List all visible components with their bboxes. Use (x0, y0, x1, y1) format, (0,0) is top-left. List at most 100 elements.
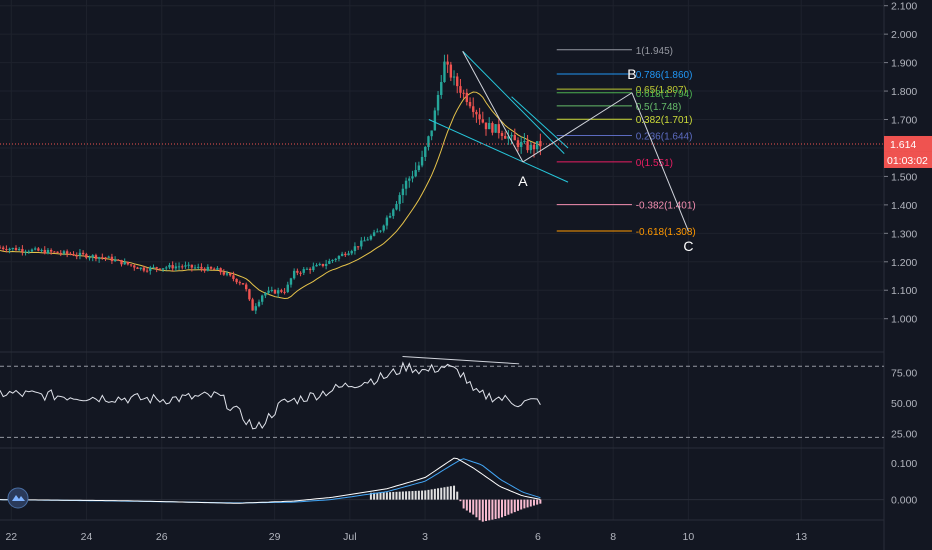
candle-body (401, 188, 405, 196)
candle-body (363, 240, 366, 242)
macd-histogram-bar (462, 499, 465, 509)
candle-body (350, 251, 353, 254)
candle-body (334, 258, 337, 260)
candle-body (17, 248, 21, 251)
candle-body (289, 278, 293, 285)
macd-histogram-bar (488, 499, 491, 521)
macd-histogram-bar (417, 490, 420, 500)
macd-tick-label: 0.100 (891, 458, 917, 470)
candle-body (197, 266, 200, 268)
time-tick-label: 26 (156, 531, 168, 543)
candle-body (481, 119, 485, 123)
wedge-lower-line[interactable] (428, 119, 569, 183)
macd-histogram-bar (532, 499, 535, 506)
candle-body (139, 267, 142, 269)
candle-body (11, 247, 14, 249)
candle-body (488, 123, 491, 130)
candle-body (155, 267, 158, 269)
macd-histogram-bar (459, 499, 462, 502)
projection-label-b: B (627, 66, 636, 82)
macd-histogram-bar (421, 490, 424, 500)
tradingview-logo-icon[interactable] (7, 487, 29, 509)
candle-body (424, 146, 427, 157)
candle-body (529, 144, 532, 151)
candle-body (174, 266, 178, 269)
drawings[interactable]: A B C (428, 50, 694, 254)
time-axis[interactable]: 22 24 26 29 Jul 3 6 8 10 13 (5, 531, 807, 543)
candle-body (331, 259, 334, 261)
rsi-line (0, 361, 541, 430)
projection-label-c: C (683, 238, 693, 254)
macd-histogram-bar (427, 489, 430, 500)
candle-body (440, 82, 443, 95)
time-tick-label: 29 (269, 531, 281, 543)
candle-body (449, 64, 453, 78)
candle-body (283, 291, 286, 293)
candle-body (8, 248, 11, 251)
candle-body (120, 259, 123, 265)
candle-body (484, 122, 488, 130)
price-axis[interactable]: 1.0001.1001.2001.3001.4001.5001.6001.700… (884, 1, 917, 507)
candle-body (213, 268, 216, 270)
candle-body (5, 249, 8, 251)
macd-histogram-bar (520, 499, 523, 510)
candle-body (414, 170, 417, 177)
price-tick-label: 1.500 (891, 171, 917, 183)
drawing-line-peak-a[interactable] (462, 50, 524, 163)
candles (0, 54, 542, 315)
candle-body (219, 268, 222, 273)
fib-level-label: 0.382(1.701) (636, 115, 693, 126)
candle-body (321, 263, 325, 266)
candle-body (75, 255, 78, 257)
fib-level-label: -0.618(1.308) (636, 227, 696, 238)
candle-body (30, 249, 34, 252)
macd-histogram-bar (539, 499, 542, 504)
drawing-line-a-b[interactable] (522, 92, 633, 163)
fibonacci-levels[interactable]: 1(1.945) 0.786(1.860) 0.65(1.807)0.618(1.7… (556, 46, 696, 238)
candle-body (177, 266, 181, 268)
candle-body (209, 266, 213, 269)
candle-body (398, 195, 401, 204)
drawing-line-b-c[interactable] (631, 92, 689, 232)
macd-histogram-bar (510, 499, 513, 514)
time-tick-label: 13 (795, 531, 807, 543)
candle-body (206, 266, 210, 271)
macd-histogram-bar (389, 492, 392, 500)
candle-body (1, 247, 5, 250)
candle-body (161, 268, 165, 270)
candle-body (181, 266, 184, 268)
candle-body (369, 235, 373, 240)
grid (0, 0, 884, 520)
candle-body (85, 254, 88, 258)
macd-histogram-bar (465, 499, 468, 511)
macd-tick-label: 0.000 (891, 495, 917, 507)
macd-histogram-bar (411, 491, 414, 500)
candle-body (404, 180, 408, 189)
candle-body (24, 251, 27, 253)
fib-level-label: 0.5(1.748) (636, 102, 682, 113)
candle-body (149, 267, 152, 271)
macd-histogram-bar (453, 485, 456, 500)
candle-body (452, 76, 456, 78)
macd-histogram-bar (456, 491, 459, 500)
candle-body (245, 284, 248, 290)
macd-histogram-bar (373, 492, 376, 500)
macd-histogram-bar (523, 499, 526, 509)
candle-body (296, 270, 299, 273)
macd-histogram-bar (516, 499, 519, 511)
macd-histogram-bar (504, 499, 507, 517)
candle-body (200, 266, 203, 269)
rsi-pane (0, 355, 884, 438)
candle-body (104, 257, 107, 259)
fib-level-label: 0(1.551) (636, 158, 673, 169)
candle-body (225, 273, 229, 275)
macd-histogram-bar (398, 491, 401, 500)
candle-body (446, 61, 449, 65)
candle-body (117, 259, 120, 261)
wedge-upper-line[interactable] (462, 50, 565, 155)
candle-body (56, 251, 59, 253)
macd-histogram-bar (494, 499, 497, 519)
candle-body (408, 178, 411, 181)
candle-body (344, 253, 347, 256)
